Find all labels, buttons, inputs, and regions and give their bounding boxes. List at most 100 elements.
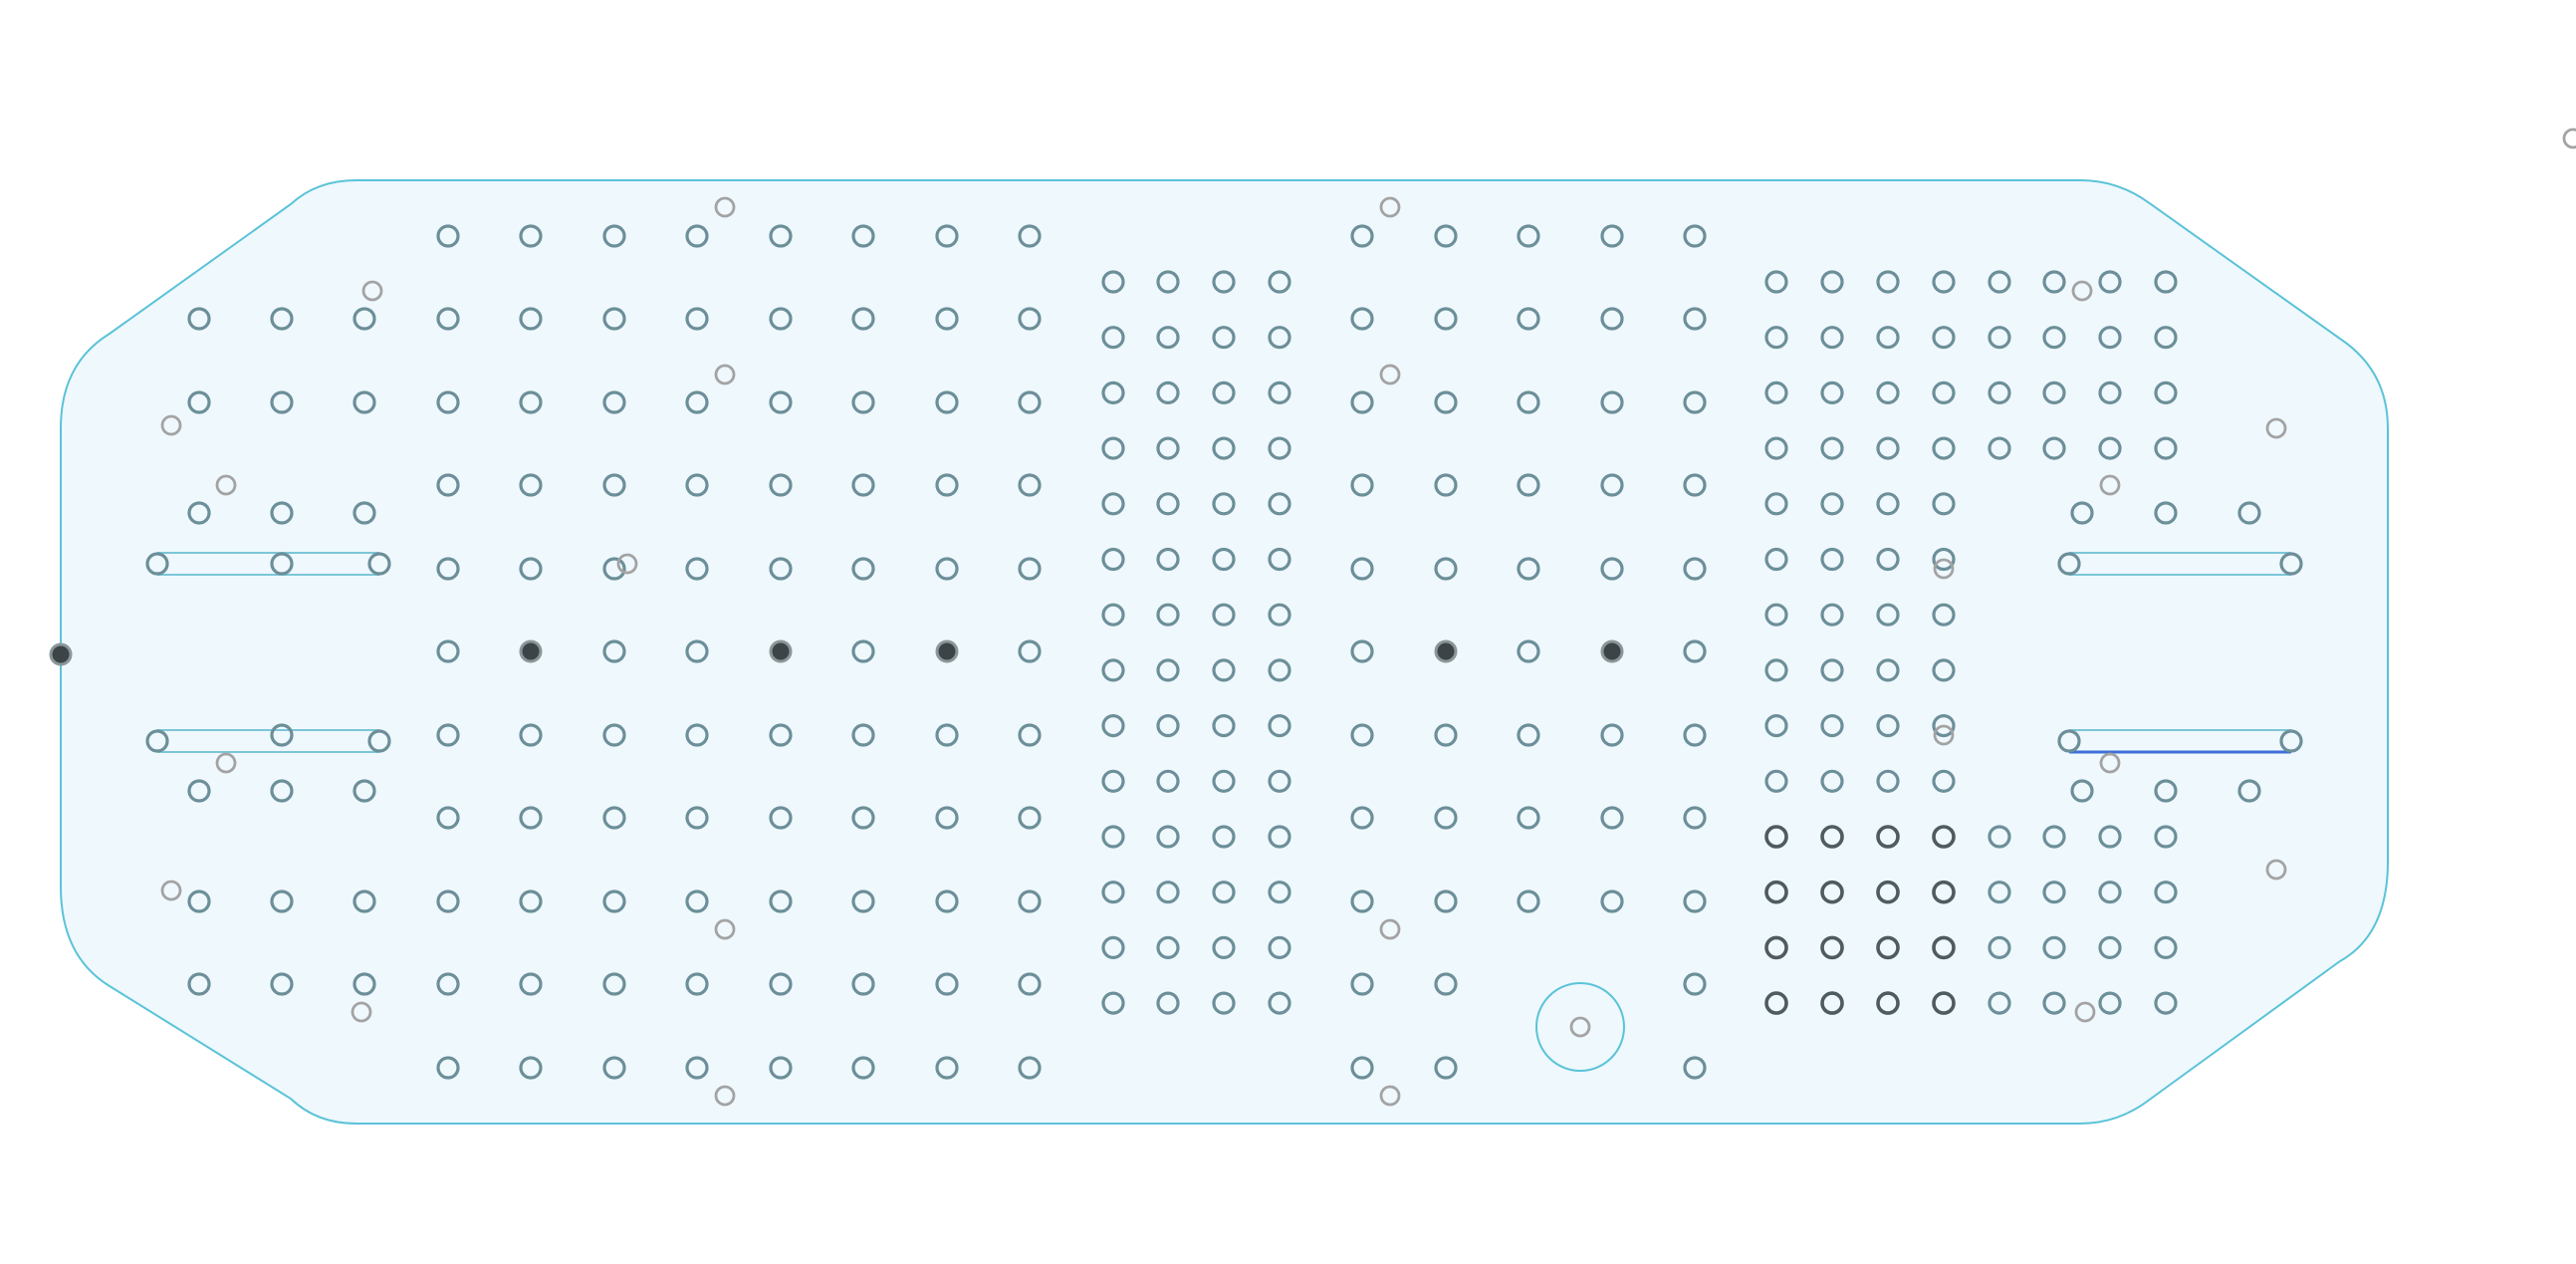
reference-marker[interactable] xyxy=(714,364,736,385)
hole[interactable] xyxy=(1101,935,1125,960)
hole[interactable] xyxy=(1018,889,1042,913)
hole[interactable] xyxy=(1212,713,1236,738)
hole[interactable] xyxy=(1820,658,1844,682)
hole[interactable] xyxy=(1932,769,1956,793)
hole[interactable] xyxy=(1101,825,1125,849)
reference-marker[interactable] xyxy=(1379,1085,1401,1107)
hole[interactable] xyxy=(685,1056,709,1080)
hole[interactable] xyxy=(1101,380,1125,404)
hole[interactable] xyxy=(367,729,391,753)
hole[interactable] xyxy=(2279,729,2303,753)
hole[interactable] xyxy=(187,307,211,331)
hole[interactable] xyxy=(1018,723,1042,747)
reference-marker[interactable] xyxy=(361,280,383,302)
hole[interactable] xyxy=(1988,935,2011,960)
hole[interactable] xyxy=(1988,991,2011,1015)
hole[interactable] xyxy=(519,473,543,497)
reference-marker[interactable] xyxy=(160,880,182,901)
reference-marker[interactable] xyxy=(714,918,736,940)
hole[interactable] xyxy=(187,390,211,414)
hole[interactable] xyxy=(1988,825,2011,849)
hole[interactable] xyxy=(935,723,959,747)
hole[interactable] xyxy=(935,473,959,497)
hole[interactable] xyxy=(1018,639,1042,663)
hole[interactable] xyxy=(1764,492,1788,516)
hole[interactable] xyxy=(436,307,460,331)
hole[interactable] xyxy=(2098,825,2122,849)
hole[interactable] xyxy=(1101,436,1125,460)
hole[interactable] xyxy=(1434,390,1458,414)
hole[interactable] xyxy=(270,307,294,331)
hole[interactable] xyxy=(685,806,709,830)
hole[interactable] xyxy=(1820,603,1844,627)
dark-hole[interactable] xyxy=(1932,935,1956,960)
hole[interactable] xyxy=(1600,473,1624,497)
hole[interactable] xyxy=(519,390,543,414)
hole[interactable] xyxy=(2098,436,2122,460)
filled-hole[interactable] xyxy=(1600,639,1624,663)
hole[interactable] xyxy=(1156,270,1180,294)
hole[interactable] xyxy=(769,473,793,497)
hole[interactable] xyxy=(1434,557,1458,581)
hole[interactable] xyxy=(1101,492,1125,516)
dark-hole[interactable] xyxy=(1876,935,1900,960)
reference-marker[interactable] xyxy=(2265,417,2287,439)
hole[interactable] xyxy=(1156,603,1180,627)
dark-hole[interactable] xyxy=(1820,935,1844,960)
hole[interactable] xyxy=(436,806,460,830)
hole[interactable] xyxy=(1517,806,1540,830)
hole[interactable] xyxy=(352,779,376,803)
hole[interactable] xyxy=(1820,769,1844,793)
hole[interactable] xyxy=(1876,492,1900,516)
hole[interactable] xyxy=(2042,825,2066,849)
hole[interactable] xyxy=(2042,436,2066,460)
hole[interactable] xyxy=(1600,224,1624,248)
hole[interactable] xyxy=(2237,501,2261,525)
filled-hole[interactable] xyxy=(519,639,543,663)
hole[interactable] xyxy=(1683,1056,1707,1080)
hole[interactable] xyxy=(1683,723,1707,747)
hole[interactable] xyxy=(1876,603,1900,627)
hole[interactable] xyxy=(602,889,626,913)
hole[interactable] xyxy=(1820,547,1844,572)
hole[interactable] xyxy=(1156,769,1180,793)
hole[interactable] xyxy=(685,639,709,663)
hole[interactable] xyxy=(519,557,543,581)
reference-marker[interactable] xyxy=(616,553,638,575)
hole[interactable] xyxy=(2098,270,2122,294)
hole[interactable] xyxy=(1350,224,1374,248)
hole[interactable] xyxy=(352,307,376,331)
hole[interactable] xyxy=(1600,723,1624,747)
hole[interactable] xyxy=(1988,881,2011,904)
hole[interactable] xyxy=(1101,991,1125,1015)
hole[interactable] xyxy=(935,806,959,830)
hole[interactable] xyxy=(352,390,376,414)
hole[interactable] xyxy=(1156,436,1180,460)
hole[interactable] xyxy=(1268,713,1291,738)
hole[interactable] xyxy=(1018,307,1042,331)
hole[interactable] xyxy=(2057,552,2081,576)
hole[interactable] xyxy=(1268,825,1291,849)
hole[interactable] xyxy=(270,889,294,913)
hole[interactable] xyxy=(2154,991,2178,1015)
hole[interactable] xyxy=(2042,991,2066,1015)
hole[interactable] xyxy=(1101,713,1125,738)
hole[interactable] xyxy=(1350,723,1374,747)
hole[interactable] xyxy=(1932,492,1956,516)
hole[interactable] xyxy=(1212,492,1236,516)
reference-marker[interactable] xyxy=(1933,558,1955,580)
hole[interactable] xyxy=(1434,224,1458,248)
hole[interactable] xyxy=(935,224,959,248)
hole[interactable] xyxy=(685,473,709,497)
hole[interactable] xyxy=(270,972,294,996)
hole[interactable] xyxy=(1988,436,2011,460)
hole[interactable] xyxy=(1820,492,1844,516)
hole[interactable] xyxy=(1268,270,1291,294)
hole[interactable] xyxy=(1764,380,1788,404)
hole[interactable] xyxy=(851,639,875,663)
hole[interactable] xyxy=(1876,769,1900,793)
hole[interactable] xyxy=(851,723,875,747)
hole[interactable] xyxy=(1156,547,1180,572)
slot[interactable] xyxy=(157,552,379,576)
slot[interactable] xyxy=(2069,552,2291,576)
